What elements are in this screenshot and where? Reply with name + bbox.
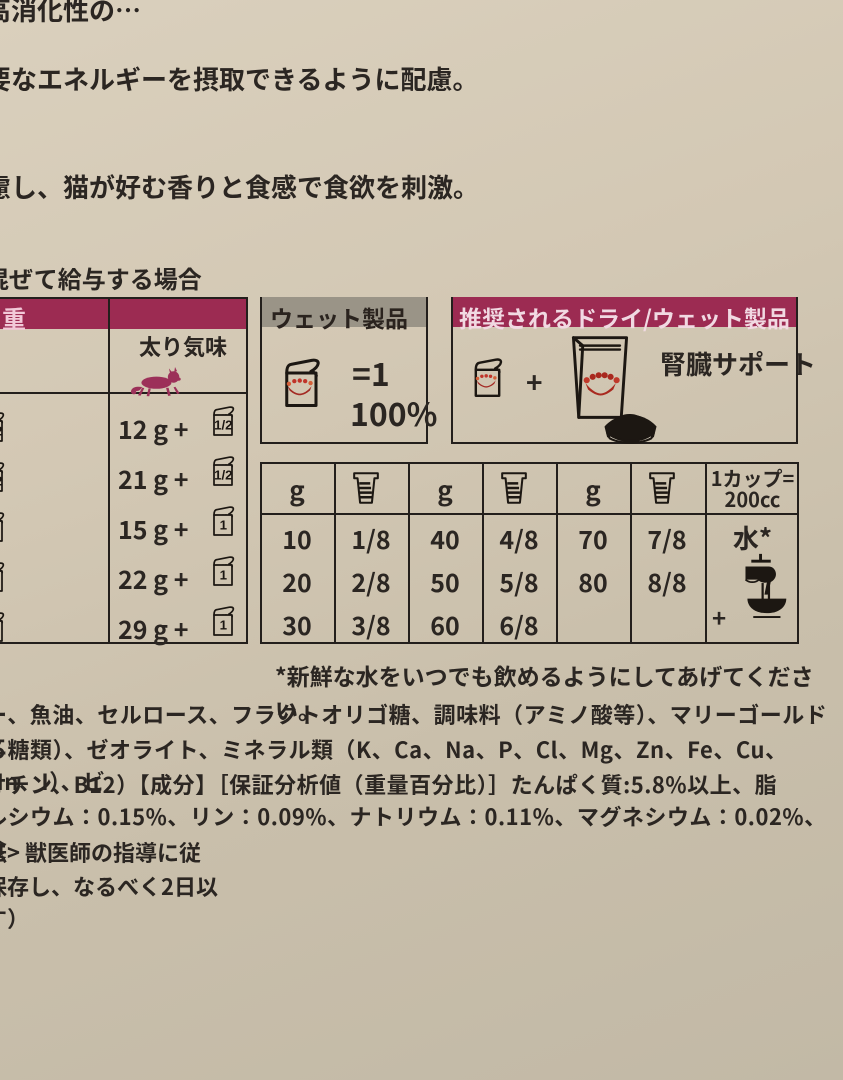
svg-text:1/2: 1/2 [214, 418, 233, 433]
svg-text:1/2: 1/2 [0, 424, 3, 439]
svg-text:1: 1 [220, 568, 228, 583]
svg-text:1: 1 [220, 618, 228, 633]
svg-text:1/2: 1/2 [214, 468, 233, 483]
svg-text:1/2: 1/2 [0, 474, 3, 489]
svg-text:1: 1 [220, 518, 228, 533]
